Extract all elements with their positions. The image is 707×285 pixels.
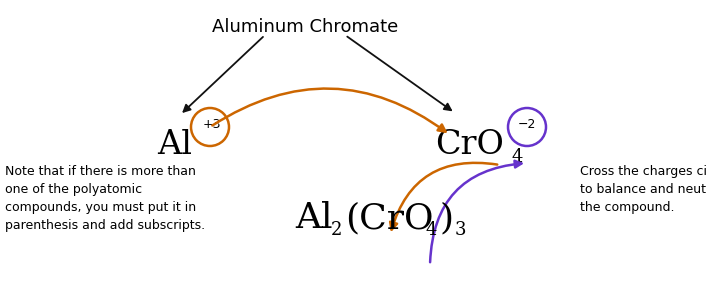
Text: Al: Al [295,201,332,235]
Text: (CrO: (CrO [345,201,433,235]
Text: Al: Al [158,129,192,161]
Text: 4: 4 [425,221,436,239]
Text: CrO: CrO [436,129,504,161]
Text: 4: 4 [512,148,523,166]
Text: 3: 3 [455,221,467,239]
Text: Note that if there is more than
one of the polyatomic
compounds, you must put it: Note that if there is more than one of t… [5,165,205,232]
Text: 2: 2 [331,221,342,239]
Text: +3: +3 [203,119,221,131]
Text: ): ) [439,201,453,235]
Text: −2: −2 [518,119,537,131]
Text: Cross the charges circled
to balance and neutralize
the compound.: Cross the charges circled to balance and… [580,165,707,214]
Text: Aluminum Chromate: Aluminum Chromate [212,18,398,36]
